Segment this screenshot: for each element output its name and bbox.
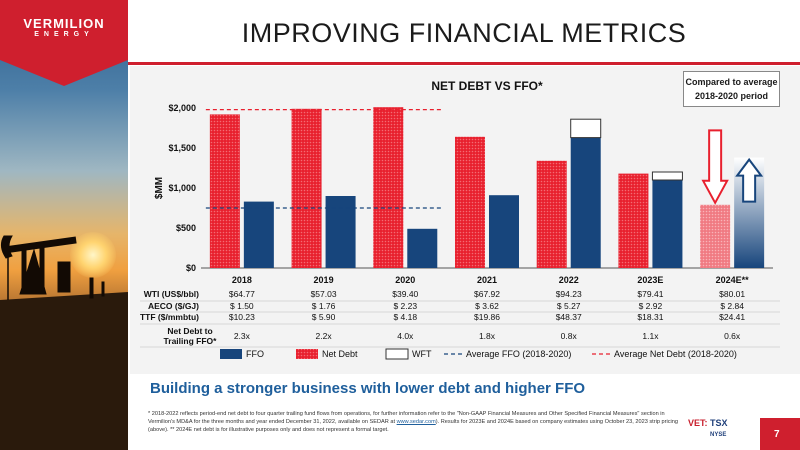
ffo-bar [652,180,683,268]
table-cell: $ 2.92 [639,301,663,311]
x-tick-label: 2019 [314,275,334,285]
table-row-label: TTF ($/mmbtu) [140,312,199,322]
table-cell: $19.86 [474,312,500,322]
ratio-value: 2.2x [316,331,333,341]
table-cell: $ 2.84 [720,301,744,311]
ffo-bar [570,137,601,268]
y-tick-label: $1,500 [168,143,196,153]
net-debt-bar [209,114,240,269]
table-cell: $ 2.23 [393,301,417,311]
brand-logo: VERMILION [23,16,105,31]
ticker-vet: VET: [688,418,708,428]
ratio-value: 1.1x [642,331,659,341]
ticker-nyse: NYSE [710,432,727,438]
footnote-text-2: ). Results for 2023E and 2024E based on … [148,419,678,433]
table-cell: $67.92 [474,289,500,299]
table-cell: $64.77 [229,289,255,299]
legend-swatch-ffo [220,349,242,359]
net-debt-bar [291,108,322,268]
table-cell: $ 4.18 [393,312,417,322]
net-debt-bar [536,160,567,268]
comparison-callout: Compared to average 2018-2020 period [683,71,780,107]
net-debt-down-arrow [701,129,729,205]
logo-banner [0,0,128,86]
footnote-text-1: * 2018-2022 reflects period-end net debt… [148,411,665,425]
ratio-value: 0.6x [724,331,741,341]
table-cell: $ 5.90 [312,312,336,322]
ratio-value: 0.8x [561,331,578,341]
callout-line-1: Compared to average [685,77,778,87]
y-tick-label: $0 [186,263,196,273]
table-cell: $10.23 [229,312,255,322]
legend-label-average-net-debt: Average Net Debt (2018-2020) [614,349,737,359]
wft-bar [570,118,602,139]
footnote: * 2018-2022 reflects period-end net debt… [148,410,678,434]
slide-subtitle: Building a stronger business with lower … [150,380,586,397]
callout-line-2: 2018-2020 period [694,91,769,101]
ratio-value: 1.8x [479,331,496,341]
legend-swatch-wft [385,348,409,360]
table-cell: $ 5.27 [557,301,581,311]
ffo-bar [489,195,519,268]
wft-bar [651,171,683,181]
table-row-label: WTI (US$/bbl) [144,289,199,299]
net-debt-bar [700,204,731,268]
table-cell: $18.31 [637,312,663,322]
x-tick-label: 2021 [477,275,497,285]
net-debt-bar [618,173,649,268]
table-cell: $48.37 [556,312,582,322]
ratio-value: 2.3x [234,331,251,341]
x-tick-label: 2024E** [716,275,750,285]
ffo-bar [325,196,356,268]
table-cell: $80.01 [719,289,745,299]
x-tick-label: 2018 [232,275,252,285]
page-corner [760,418,800,450]
ffo-bar [243,201,274,268]
chart-title: NET DEBT VS FFO* [431,79,543,93]
table-cell: $ 1.76 [312,301,336,311]
table-row-label: AECO ($/GJ) [148,301,199,311]
page-number: 7 [774,429,780,440]
y-tick-label: $1,000 [168,183,196,193]
x-tick-label: 2023E [637,275,663,285]
table-cell: $ 1.50 [230,301,254,311]
table-cell: $ 3.62 [475,301,499,311]
x-tick-label: 2020 [395,275,415,285]
table-cell: $94.23 [556,289,582,299]
ratio-label-line-2: Trailing FFO* [164,336,218,346]
x-tick-label: 2022 [559,275,579,285]
brand-logo-sub: ENERGY [34,31,94,38]
pumpjack-silhouette-icon [0,235,128,450]
sun-glow [70,232,116,278]
table-cell: $57.03 [311,289,337,299]
net-debt-bar [373,107,404,268]
sedar-link[interactable]: www.sedar.com [396,419,436,425]
ticker-symbols: VET: TSX NYSE [688,418,728,438]
table-cell: $24.41 [719,312,745,322]
title-divider [128,62,800,65]
table-cell: $79.41 [637,289,663,299]
ratio-value: 4.0x [397,331,414,341]
page-title: IMPROVING FINANCIAL METRICS [241,18,687,48]
net-debt-bar [455,136,485,268]
legend-swatch-net-debt [296,349,318,359]
legend-label-ffo: FFO [246,349,264,359]
legend-label-average-ffo: Average FFO (2018-2020) [466,349,571,359]
y-tick-label: $500 [176,223,196,233]
ffo-up-arrow [735,157,764,203]
y-tick-label: $2,000 [168,103,196,113]
legend-label-net-debt: Net Debt [322,349,358,359]
table-cell: $39.40 [392,289,418,299]
legend-label-wft: WFT [412,349,432,359]
ratio-label-line-1: Net Debt to [167,326,212,336]
ticker-tsx: TSX [710,418,728,428]
ffo-bar [407,228,438,268]
y-axis-label: $MM [154,177,165,199]
